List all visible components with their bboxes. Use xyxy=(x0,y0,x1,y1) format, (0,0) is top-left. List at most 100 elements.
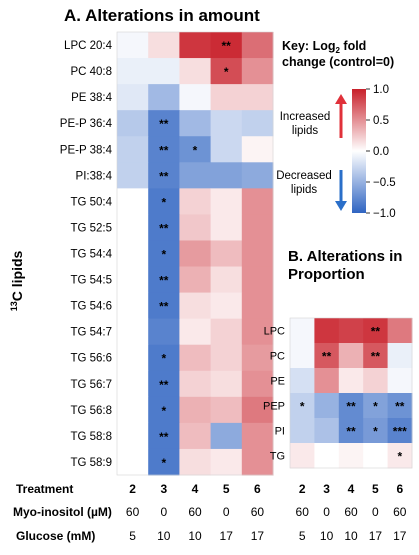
heat-cell xyxy=(210,396,243,424)
row-label: TG 58:8 xyxy=(70,431,112,443)
colorbar-ticks: 1.0 0.5 0.0 −0.5 −1.0 xyxy=(366,84,396,220)
heat-cell xyxy=(117,162,149,189)
treatment-number: 5 xyxy=(372,482,379,496)
heatmap-frame xyxy=(116,31,274,476)
heat-cell xyxy=(210,188,243,215)
heat-cell xyxy=(117,110,149,137)
heat-cell xyxy=(241,110,274,137)
row-label: TG 54:7 xyxy=(70,327,112,339)
heat-cell xyxy=(179,214,212,241)
significance-marker: ** xyxy=(322,350,332,364)
row-label: PI xyxy=(275,426,285,438)
heat-cell xyxy=(363,443,389,469)
heat-cell xyxy=(148,266,180,294)
heat-cell xyxy=(241,370,274,398)
heat-cell xyxy=(241,188,274,215)
heat-cell xyxy=(241,396,274,424)
heat-cell xyxy=(117,214,149,241)
row-label: LPC 20:4 xyxy=(64,40,113,52)
heat-cell xyxy=(148,370,180,398)
heat-cell xyxy=(241,292,274,320)
heat-cell xyxy=(210,240,243,268)
panel-b-title-line2: Proportion xyxy=(288,266,365,283)
treatment-number: 3 xyxy=(323,482,330,496)
glucose-value: 17 xyxy=(369,529,383,543)
significance-marker: ** xyxy=(159,430,169,444)
heat-cell xyxy=(148,188,180,215)
ylabel-base: C lipids xyxy=(9,251,25,302)
heat-cell xyxy=(387,393,413,419)
colorbar-tick-label: 1.0 xyxy=(373,84,389,96)
significance-marker: ** xyxy=(159,274,169,288)
colorbar-tick-label: −0.5 xyxy=(373,177,396,189)
treatment-number: 6 xyxy=(254,482,261,496)
panel-a-ylabel: 13C lipids xyxy=(9,251,25,312)
heat-cell xyxy=(210,266,243,294)
significance-marker: * xyxy=(161,352,166,366)
heat-cell xyxy=(148,422,180,450)
heat-cell xyxy=(241,162,274,189)
colorbar-tick-label: 0.5 xyxy=(373,115,389,127)
heat-cell xyxy=(290,318,315,344)
myo-inositol-value: 60 xyxy=(188,505,202,519)
glucose-value: 10 xyxy=(344,529,358,543)
heat-cell xyxy=(290,343,315,369)
heat-cell xyxy=(148,448,180,476)
heat-cell xyxy=(148,136,180,163)
row-label: PE xyxy=(270,376,285,388)
key-fold: fold xyxy=(340,39,366,53)
significance-marker: ** xyxy=(346,425,356,439)
myo-inositol-value: 0 xyxy=(372,505,379,519)
heat-cell xyxy=(179,136,212,163)
significance-marker: ** xyxy=(159,221,169,235)
heat-cell xyxy=(210,58,243,85)
heat-cell xyxy=(117,344,149,372)
heat-cell xyxy=(179,84,212,111)
glucose-value: 5 xyxy=(129,529,136,543)
heat-cell xyxy=(210,214,243,241)
glucose-value: 5 xyxy=(299,529,306,543)
heat-cell xyxy=(148,110,180,137)
heat-cell xyxy=(290,368,315,394)
row-label: PE-P 36:4 xyxy=(60,118,113,130)
heat-cell xyxy=(179,318,212,346)
treatment-number: 3 xyxy=(160,482,167,496)
row-label: PE-P 38:4 xyxy=(60,144,113,156)
significance-marker: * xyxy=(161,248,166,262)
treatment-label: Treatment xyxy=(16,482,73,496)
colorbar-tick-label: 0.0 xyxy=(373,146,389,158)
glucose-value: 17 xyxy=(393,529,407,543)
key-log: Key: Log xyxy=(282,39,335,53)
significance-marker: * xyxy=(224,65,229,79)
heat-cell xyxy=(241,422,274,450)
row-label: PC xyxy=(270,351,285,363)
myo-inositol-value: 60 xyxy=(296,505,310,519)
row-label: TG 54:4 xyxy=(70,249,112,261)
glucose-value: 17 xyxy=(251,529,265,543)
significance-marker: ** xyxy=(159,169,169,183)
decreased-arrow xyxy=(335,170,347,211)
myo-inositol-value: 60 xyxy=(393,505,407,519)
heat-cell xyxy=(338,318,364,344)
heat-cell xyxy=(117,292,149,320)
myo-inositol-value: 60 xyxy=(126,505,140,519)
heat-cell xyxy=(210,422,243,450)
heat-cell xyxy=(210,370,243,398)
colorbar xyxy=(352,89,366,213)
myo-inositol-value: 0 xyxy=(223,505,230,519)
heat-cell xyxy=(210,136,243,163)
significance-marker: * xyxy=(161,404,166,418)
increased-label-line2: lipids xyxy=(292,125,318,137)
significance-marker: ** xyxy=(159,300,169,314)
heat-cell xyxy=(179,266,212,294)
heat-cell xyxy=(117,84,149,111)
heat-cell xyxy=(387,343,413,369)
heat-cell xyxy=(387,418,413,444)
significance-marker: * xyxy=(193,143,198,157)
increased-label-line1: Increased xyxy=(280,111,331,123)
heat-cell xyxy=(314,393,340,419)
row-label: PI:38:4 xyxy=(76,170,113,182)
heat-cell xyxy=(148,84,180,111)
heat-cell xyxy=(210,110,243,137)
heat-cell xyxy=(338,443,364,469)
